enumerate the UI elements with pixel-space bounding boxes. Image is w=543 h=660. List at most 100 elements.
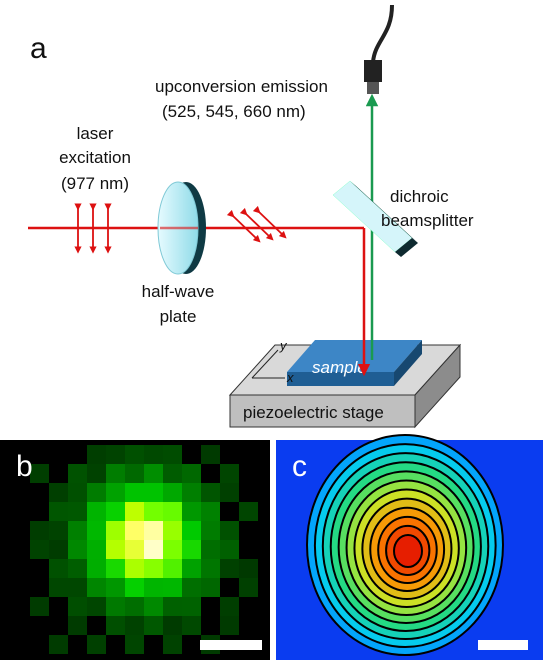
image-pixel [125,540,144,559]
image-pixel [106,445,125,464]
polarization-arrow [258,211,284,236]
image-pixel [220,616,239,635]
image-pixel [182,616,201,635]
image-pixel [163,559,182,578]
panel-label: b [16,450,33,483]
image-pixel [87,483,106,502]
image-pixel [220,521,239,540]
image-pixel [125,502,144,521]
image-pixel [144,464,163,483]
image-pixel [106,502,125,521]
image-pixel [201,578,220,597]
plate-label: plate [160,307,197,326]
panel-a: a upconversion emission (525, 545, 660 n… [28,5,474,427]
image-pixel [87,597,106,616]
image-pixel [163,578,182,597]
image-pixel [87,502,106,521]
image-pixel [87,464,106,483]
image-pixel [201,540,220,559]
image-pixel [49,559,68,578]
image-pixel [163,483,182,502]
image-pixel [68,483,87,502]
image-pixel [163,635,182,654]
image-pixel [106,483,125,502]
image-pixel [201,521,220,540]
image-pixel [144,483,163,502]
image-pixel [163,521,182,540]
image-pixel [144,616,163,635]
dichroic-label: dichroic [390,187,449,206]
image-pixel [106,559,125,578]
image-pixel [68,578,87,597]
image-pixel [49,483,68,502]
image-pixel [49,578,68,597]
image-pixel [239,578,258,597]
image-pixel [125,521,144,540]
image-pixel [125,445,144,464]
laser-label: excitation [59,148,131,167]
image-pixel [220,483,239,502]
panel-c [276,435,543,660]
image-pixel [30,464,49,483]
image-pixel [68,597,87,616]
image-pixel [106,616,125,635]
image-pixel [182,464,201,483]
image-pixel [30,597,49,616]
image-pixel [163,616,182,635]
contour [394,535,422,567]
image-pixel [106,578,125,597]
image-pixel [201,483,220,502]
scale-bar [478,640,528,650]
image-pixel [163,464,182,483]
image-pixel [68,616,87,635]
stage-label: piezoelectric stage [243,403,384,422]
image-pixel [182,521,201,540]
image-pixel [163,502,182,521]
figure: a upconversion emission (525, 545, 660 n… [0,0,543,660]
image-pixel [220,597,239,616]
image-pixel [87,559,106,578]
image-pixel [125,597,144,616]
image-pixel [125,578,144,597]
image-pixel [87,578,106,597]
image-pixel [163,445,182,464]
image-pixel [87,521,106,540]
fiber-connector [367,82,379,94]
image-pixel [220,559,239,578]
image-pixel [220,464,239,483]
fiber-connector [364,60,382,82]
image-pixel [30,540,49,559]
panel-b [0,440,270,660]
image-pixel [49,502,68,521]
image-pixel [106,540,125,559]
scale-bar [200,640,262,650]
emission-label: (525, 545, 660 nm) [162,102,306,121]
emission-label: upconversion emission [155,77,328,96]
image-pixel [144,445,163,464]
image-pixel [87,635,106,654]
image-pixel [182,597,201,616]
image-pixel [49,635,68,654]
image-pixel [201,502,220,521]
image-pixel [125,464,144,483]
plate-label: half-wave [142,282,215,301]
image-pixel [106,597,125,616]
image-pixel [68,521,87,540]
image-pixel [49,540,68,559]
image-pixel [163,540,182,559]
image-pixel [106,464,125,483]
image-pixel [68,559,87,578]
image-pixel [125,616,144,635]
image-pixel [49,521,68,540]
image-pixel [182,483,201,502]
panel-label: a [30,32,47,65]
fiber [373,5,392,62]
image-pixel [201,559,220,578]
sample-label: sample [312,358,367,377]
laser-label: laser [77,124,114,143]
image-pixel [239,502,258,521]
image-pixel [144,559,163,578]
image-pixel [182,502,201,521]
image-pixel [87,540,106,559]
image-pixel [68,464,87,483]
